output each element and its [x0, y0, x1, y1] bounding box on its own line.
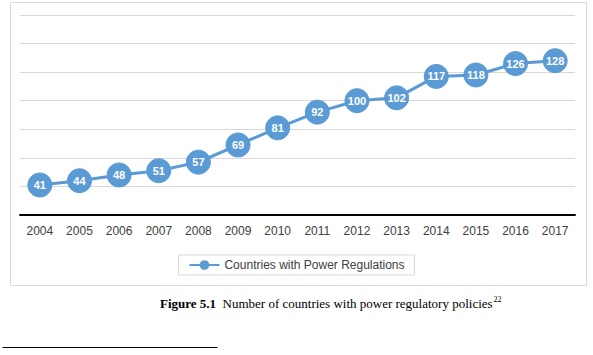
svg-text:2012: 2012: [344, 224, 371, 238]
svg-text:118: 118: [467, 69, 485, 81]
svg-text:100: 100: [348, 95, 366, 107]
svg-text:2016: 2016: [502, 224, 529, 238]
svg-text:41: 41: [34, 179, 46, 191]
svg-text:2008: 2008: [185, 224, 212, 238]
svg-text:128: 128: [546, 55, 564, 67]
svg-text:117: 117: [427, 70, 445, 82]
svg-text:2007: 2007: [145, 224, 172, 238]
svg-text:22: 22: [494, 295, 502, 304]
svg-text:92: 92: [311, 106, 323, 118]
svg-text:69: 69: [232, 139, 244, 151]
svg-text:Number of countries with power: Number of countries with power regulator…: [216, 296, 493, 311]
svg-text:2017: 2017: [542, 224, 569, 238]
svg-text:81: 81: [272, 122, 284, 134]
svg-text:51: 51: [153, 165, 165, 177]
svg-text:2013: 2013: [383, 224, 410, 238]
svg-text:2011: 2011: [304, 224, 330, 238]
svg-text:48: 48: [113, 169, 125, 181]
svg-text:Figure 5.1: Figure 5.1: [160, 296, 216, 311]
svg-text:57: 57: [192, 156, 204, 168]
svg-text:2009: 2009: [225, 224, 252, 238]
svg-text:Countries with Power Regulatio: Countries with Power Regulations: [224, 258, 404, 272]
svg-text:102: 102: [387, 92, 405, 104]
svg-text:2004: 2004: [26, 224, 53, 238]
svg-text:2006: 2006: [106, 224, 133, 238]
svg-text:2014: 2014: [423, 224, 450, 238]
svg-text:126: 126: [506, 58, 524, 70]
svg-text:2015: 2015: [463, 224, 490, 238]
svg-text:44: 44: [73, 175, 86, 187]
svg-text:2010: 2010: [264, 224, 291, 238]
svg-text:2005: 2005: [66, 224, 93, 238]
